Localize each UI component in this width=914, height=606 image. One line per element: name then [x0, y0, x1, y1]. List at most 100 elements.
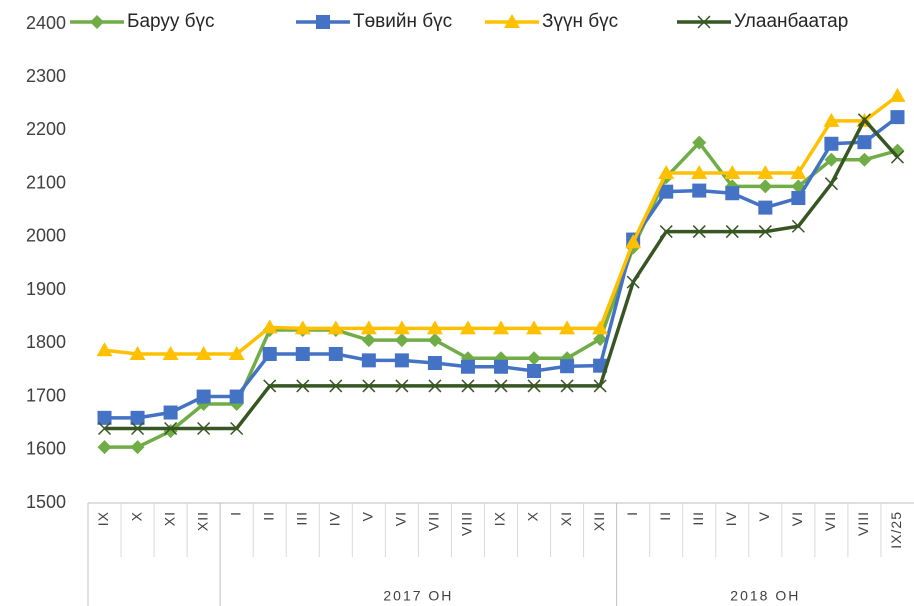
legend-marker: [90, 15, 104, 29]
marker: [229, 389, 244, 404]
marker: [361, 353, 376, 368]
marker: [394, 353, 409, 368]
y-tick-label: 1800: [26, 332, 66, 352]
group-label: 2018 ОН: [730, 588, 800, 604]
marker: [527, 364, 542, 379]
marker: [295, 346, 310, 361]
legend-marker: [697, 15, 711, 29]
marker: [692, 135, 707, 150]
marker: [164, 421, 178, 436]
marker: [593, 332, 608, 347]
marker: [329, 379, 343, 393]
x-tick-label: VI: [789, 511, 805, 526]
x-tick-label: XII: [591, 511, 607, 531]
y-tick-label: 1500: [26, 492, 66, 512]
x-tick-label: I: [227, 511, 243, 516]
legend-label: Баруу бүс: [127, 11, 215, 32]
y-tick-label: 2100: [26, 172, 66, 192]
x-tick-label: VII: [426, 511, 442, 531]
marker: [725, 186, 740, 201]
x-tick-label: X: [525, 511, 541, 521]
marker: [394, 333, 409, 348]
legend-marker: [504, 14, 520, 28]
marker: [261, 319, 278, 334]
marker: [824, 177, 838, 191]
marker: [626, 275, 640, 289]
x-tick-label: I: [624, 511, 640, 516]
y-tick-label: 1600: [26, 439, 66, 459]
marker: [593, 379, 607, 393]
marker: [327, 320, 344, 335]
marker: [560, 379, 574, 393]
marker: [494, 359, 508, 374]
marker: [890, 150, 905, 164]
marker: [426, 320, 443, 335]
marker: [228, 345, 245, 360]
marker: [824, 152, 839, 167]
x-tick-label: X: [128, 511, 144, 521]
marker: [824, 136, 839, 151]
marker: [889, 87, 906, 102]
legend-label: Улаанбаатар: [734, 11, 848, 32]
marker: [97, 410, 112, 425]
x-tick-label: VI: [393, 511, 409, 526]
marker: [360, 320, 377, 335]
y-tick-label: 1900: [26, 279, 66, 299]
marker: [791, 219, 805, 233]
series-line: [104, 139, 898, 449]
marker: [130, 410, 145, 425]
y-tick-label: 2200: [26, 119, 66, 139]
marker: [758, 179, 773, 194]
x-tick-label: II: [260, 511, 276, 521]
marker: [129, 345, 146, 360]
marker: [362, 379, 376, 393]
x-tick-label: IV: [327, 511, 343, 526]
marker: [890, 110, 905, 125]
series-line: [104, 116, 899, 431]
series: [97, 110, 905, 425]
x-tick-label: IX: [492, 511, 508, 526]
x-tick-label: IX: [95, 511, 111, 526]
marker: [163, 405, 178, 420]
marker: [857, 113, 871, 127]
y-tick-label: 2300: [26, 66, 66, 86]
marker: [459, 320, 476, 335]
marker: [195, 345, 212, 360]
marker: [559, 320, 576, 335]
marker: [526, 320, 543, 335]
marker: [724, 165, 741, 180]
x-tick-label: VIII: [855, 511, 871, 536]
x-tick-label: IV: [723, 511, 739, 526]
marker: [857, 152, 872, 167]
marker: [658, 165, 675, 180]
marker: [131, 421, 145, 436]
x-tick-label: VIII: [459, 511, 475, 536]
marker: [625, 234, 642, 249]
marker: [758, 225, 772, 239]
marker: [262, 346, 277, 361]
y-tick-label: 1700: [26, 385, 66, 405]
series: [97, 135, 905, 455]
marker: [692, 225, 706, 239]
marker: [790, 165, 807, 180]
marker: [294, 320, 311, 335]
marker: [196, 389, 211, 404]
series-line: [104, 94, 899, 356]
marker: [691, 165, 708, 180]
x-tick-label: XI: [558, 511, 574, 526]
marker: [857, 135, 872, 150]
x-tick-label: II: [657, 511, 673, 521]
marker: [393, 320, 410, 335]
marker: [725, 225, 739, 239]
series: [96, 87, 906, 360]
marker: [97, 440, 112, 455]
marker: [97, 421, 112, 436]
marker: [758, 200, 773, 215]
legend-marker: [316, 15, 330, 29]
legend-label: Зүүн бүс: [542, 11, 618, 32]
x-tick-label: VII: [822, 511, 838, 531]
x-tick-label: III: [293, 511, 309, 526]
series: [97, 113, 905, 436]
x-tick-label: V: [756, 511, 772, 521]
marker: [692, 183, 707, 198]
